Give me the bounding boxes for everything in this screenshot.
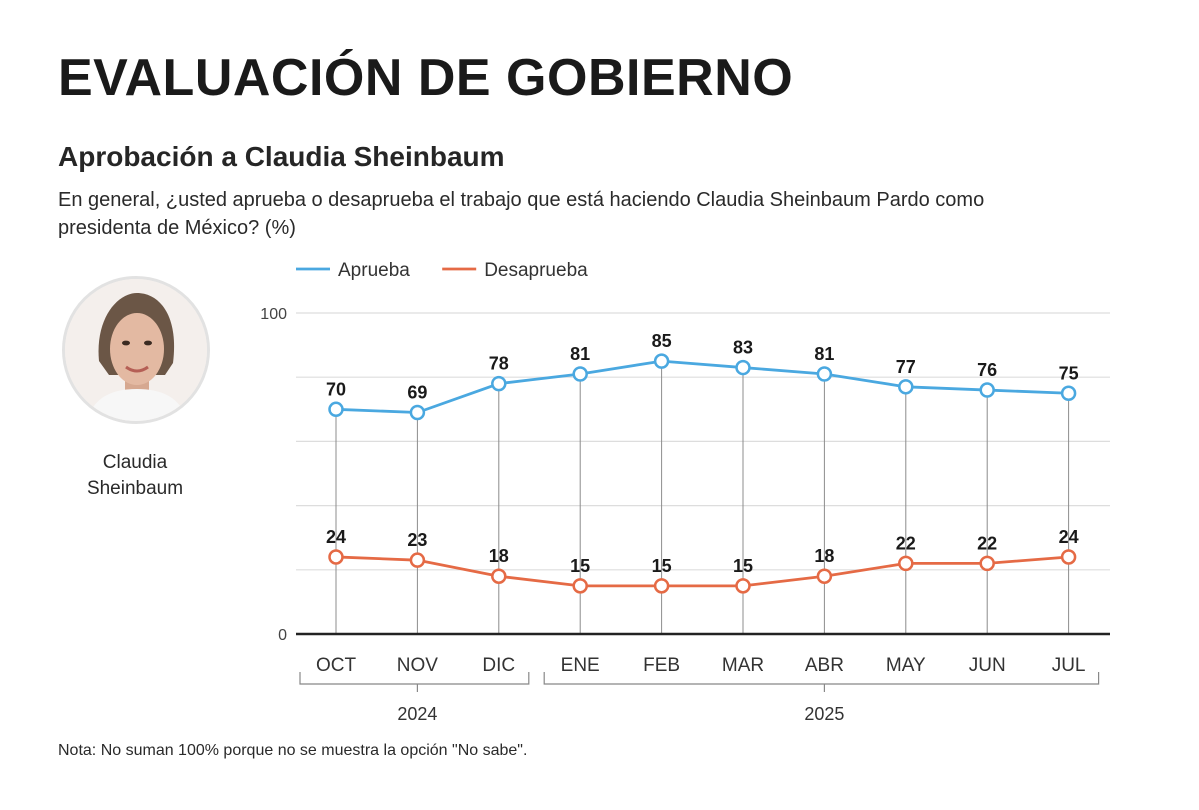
year-label: 2024 xyxy=(397,704,437,724)
data-label: 78 xyxy=(489,354,509,374)
data-label: 23 xyxy=(407,530,427,550)
chart-subtitle: Aprobación a Claudia Sheinbaum xyxy=(58,141,505,172)
data-point xyxy=(1060,549,1077,565)
x-tick-label: MAY xyxy=(886,655,926,676)
data-label: 15 xyxy=(733,556,753,576)
data-label: 76 xyxy=(977,360,997,380)
portrait-icon xyxy=(65,279,207,421)
data-label: 85 xyxy=(652,331,672,351)
x-tick-label: ABR xyxy=(805,655,844,676)
x-tick-label: JUL xyxy=(1052,655,1086,676)
data-label: 81 xyxy=(814,344,834,364)
data-point xyxy=(653,353,670,369)
legend-label: Desaprueba xyxy=(484,260,588,281)
data-point xyxy=(491,375,507,392)
data-point xyxy=(409,552,426,568)
year-label: 2025 xyxy=(804,704,844,724)
series-line-aprueba xyxy=(335,359,1069,414)
data-point xyxy=(979,555,995,572)
year-bracket xyxy=(299,672,530,685)
data-point xyxy=(572,578,588,594)
survey-question: En general, ¿usted aprueba o desaprueba … xyxy=(58,189,985,239)
page-title: EVALUACIÓN DE GOBIERNO xyxy=(58,49,794,107)
x-tick-label: DIC xyxy=(482,655,515,676)
data-label: 83 xyxy=(733,338,753,358)
data-label: 24 xyxy=(326,527,346,547)
avatar xyxy=(62,276,210,424)
data-label: 18 xyxy=(489,546,509,566)
data-label: 70 xyxy=(326,379,346,399)
year-bracket xyxy=(543,672,1100,685)
x-tick-label: OCT xyxy=(316,655,357,676)
legend-label: Aprueba xyxy=(338,260,410,281)
data-label: 77 xyxy=(896,357,916,377)
x-tick-label: FEB xyxy=(643,655,680,676)
x-tick-label: ENE xyxy=(561,655,600,676)
data-point xyxy=(898,379,914,395)
data-point xyxy=(328,549,344,565)
data-point xyxy=(653,578,670,594)
data-point xyxy=(735,578,751,594)
data-point xyxy=(898,555,914,572)
footnote: Nota: No suman 100% porque no se muestra… xyxy=(58,742,528,759)
data-point xyxy=(1060,385,1077,401)
data-label: 22 xyxy=(896,533,916,553)
data-label: 69 xyxy=(407,383,427,403)
person-name: Claudia Sheinbaum xyxy=(70,450,200,502)
series-line-desaprueba xyxy=(335,555,1069,588)
data-point xyxy=(328,401,344,418)
data-label: 15 xyxy=(570,556,590,576)
data-point xyxy=(816,568,833,584)
y-tick-label: 100 xyxy=(260,306,287,323)
data-label: 81 xyxy=(570,344,590,364)
person-first-name: Claudia xyxy=(102,452,168,473)
data-label: 75 xyxy=(1059,363,1079,383)
data-label: 22 xyxy=(977,533,997,553)
x-tick-label: JUN xyxy=(969,655,1006,676)
data-point xyxy=(409,404,426,421)
x-tick-label: NOV xyxy=(397,655,439,676)
data-point xyxy=(735,359,751,376)
data-point xyxy=(816,366,833,382)
data-label: 24 xyxy=(1059,527,1079,547)
data-point xyxy=(979,382,995,398)
data-label: 18 xyxy=(814,546,834,566)
person-last-name: Sheinbaum xyxy=(86,478,184,499)
x-tick-label: MAR xyxy=(722,655,764,676)
data-point xyxy=(491,568,507,584)
y-tick-label: 0 xyxy=(278,627,287,644)
data-label: 15 xyxy=(652,556,672,576)
data-point xyxy=(572,366,588,382)
